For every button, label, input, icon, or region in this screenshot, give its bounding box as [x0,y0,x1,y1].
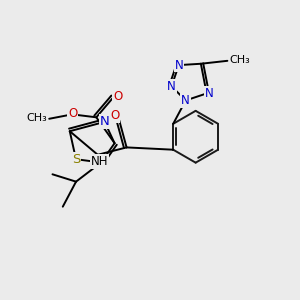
Text: O: O [68,107,77,120]
Text: CH₃: CH₃ [27,113,47,123]
Text: N: N [181,94,190,107]
Text: O: O [113,90,122,103]
Text: N: N [100,116,110,128]
Text: N: N [167,80,176,93]
Text: NH: NH [91,155,108,168]
Text: N: N [205,87,213,100]
Text: CH₃: CH₃ [229,55,250,65]
Text: S: S [72,153,80,166]
Text: O: O [110,109,119,122]
Text: N: N [174,58,183,72]
